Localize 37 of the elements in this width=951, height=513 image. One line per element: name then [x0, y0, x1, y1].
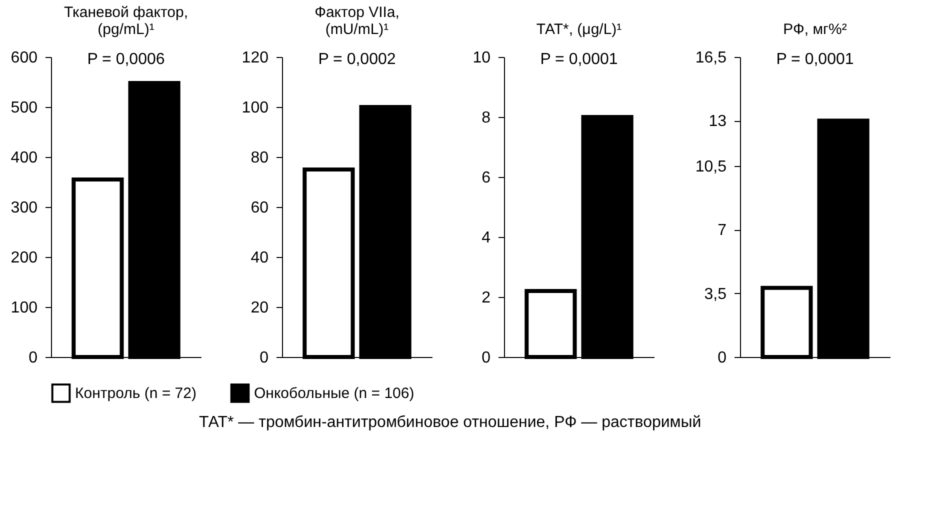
y-tick-label: 10,5 [695, 158, 727, 176]
y-tick-label: 100 [242, 100, 269, 116]
y-tick-label: 13 [708, 113, 727, 130]
annotation: P = 0,0002 [318, 51, 396, 68]
y-tick-label: 4 [482, 230, 491, 246]
y-tick-label: 80 [250, 150, 269, 166]
y-tick-label: 60 [250, 200, 269, 216]
y-tick-label: 10 [472, 50, 491, 66]
chart-title: РФ, мг%² [783, 21, 847, 38]
legend-label: Контроль (n = 72) [75, 385, 196, 402]
y-tick-label: 40 [250, 250, 269, 266]
text: ТАТ* — тромбин-антитромбиновое отношение, РФ — растворимый [199, 414, 702, 431]
annotation: P = 0,0001 [776, 51, 854, 68]
y-tick-label: 16,5 [695, 50, 727, 66]
chart-title: ТАТ*, (μg/L)¹ [536, 21, 622, 38]
annotation: P = 0,0001 [540, 51, 618, 68]
y-tick-label: 200 [10, 250, 38, 266]
y-tick-label: 8 [482, 110, 491, 126]
annotation: P = 0,0006 [87, 51, 165, 68]
chart-title: Фактор VIIa, (mU/mL)¹ [314, 4, 400, 38]
y-tick-label: 3,5 [704, 286, 727, 303]
y-tick-label: 6 [482, 170, 491, 186]
y-tick-label: 100 [10, 300, 38, 316]
y-tick-label: 500 [10, 100, 38, 116]
y-tick-label: 0 [260, 350, 269, 366]
chart-title: Тканевой фактор, (pg/mL)¹ [64, 4, 188, 38]
y-tick-label: 600 [10, 50, 38, 66]
y-tick-label: 2 [482, 290, 491, 306]
y-tick-label: 400 [10, 150, 38, 166]
y-tick-label: 0 [482, 350, 491, 366]
y-tick-label: 300 [10, 200, 38, 216]
y-tick-label: 7 [718, 222, 727, 240]
legend-label: Онкобольные (n = 106) [254, 385, 414, 402]
y-tick-label: 0 [718, 350, 727, 366]
y-tick-label: 120 [242, 50, 269, 66]
y-tick-label: 0 [28, 350, 38, 366]
y-tick-label: 20 [250, 300, 269, 316]
